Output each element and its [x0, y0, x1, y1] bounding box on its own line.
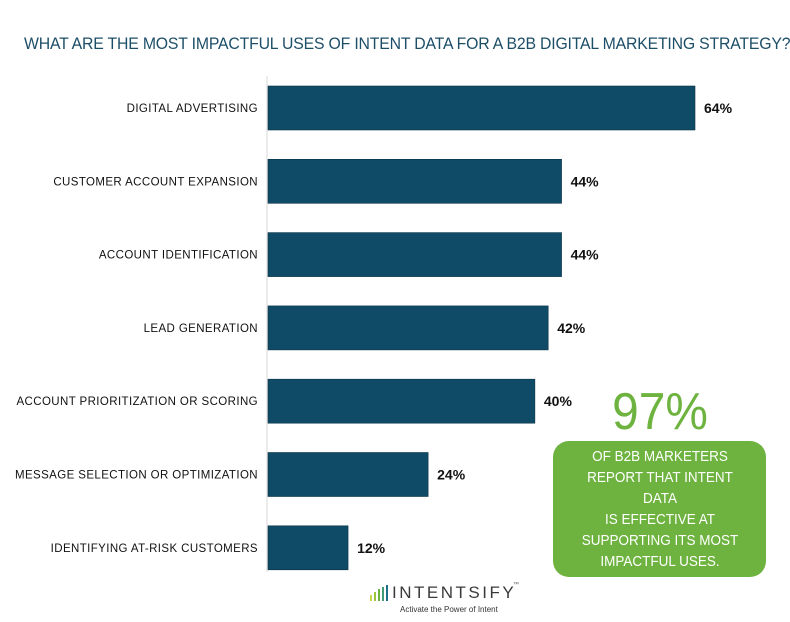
bar [267, 525, 349, 571]
logo-trademark: ™ [513, 582, 519, 588]
category-label: CUSTOMER ACCOUNT EXPANSION [53, 176, 258, 188]
category-label: DIGITAL ADVERTISING [127, 103, 258, 115]
value-label: 64% [704, 100, 733, 116]
callout-text: OF B2B MARKETERS REPORT THAT INTENT DATA… [570, 446, 750, 572]
value-label: 42% [557, 320, 586, 336]
callout-line: IS EFFECTIVE AT [604, 511, 715, 528]
value-label: 44% [571, 247, 600, 263]
chart-title: WHAT ARE THE MOST IMPACTFUL USES OF INTE… [24, 34, 790, 53]
category-label: MESSAGE SELECTION OR OPTIMIZATION [15, 470, 258, 482]
category-label: IDENTIFYING AT-RISK CUSTOMERS [51, 543, 258, 555]
bars-layer: DIGITAL ADVERTISING 64% CUSTOMER ACCOUNT E… [15, 85, 733, 571]
value-label: 24% [437, 467, 466, 483]
logo-wordmark: INTENTSIFY [392, 583, 517, 602]
bar [267, 305, 549, 351]
bar [267, 452, 429, 497]
category-label: LEAD GENERATION [144, 323, 258, 335]
bar [267, 85, 696, 131]
callout-box: OF B2B MARKETERS REPORT THAT INTENT DATA… [553, 441, 766, 577]
bar [267, 159, 562, 204]
bar [267, 378, 536, 424]
callout-line: SUPPORTING ITS MOST [581, 532, 738, 549]
value-label: 40% [544, 393, 573, 409]
bar [267, 232, 562, 277]
callout-line: REPORT THAT INTENT DATA [586, 469, 733, 507]
callout-line: IMPACTFUL USES. [599, 553, 720, 570]
callout-stat: 97% [612, 383, 708, 441]
value-label: 44% [571, 173, 600, 189]
logo-tagline: Activate the Power of Intent [400, 605, 498, 614]
category-label: ACCOUNT PRIORITIZATION OR SCORING [16, 396, 258, 408]
callout-line: OF B2B MARKETERS [591, 448, 728, 465]
logo-bars-icon [370, 585, 388, 601]
value-label: 12% [357, 540, 386, 556]
category-label: ACCOUNT IDENTIFICATION [99, 250, 258, 262]
